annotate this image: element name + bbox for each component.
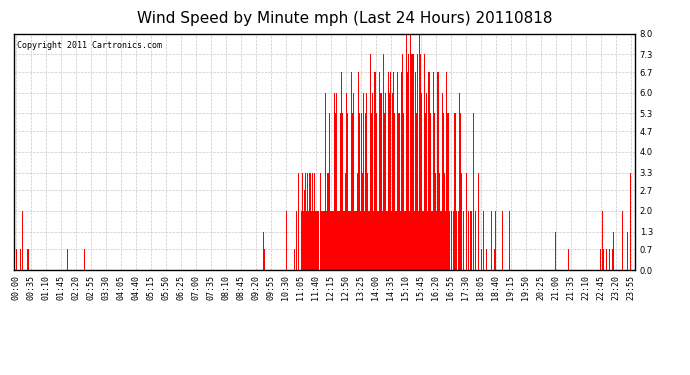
Text: Copyright 2011 Cartronics.com: Copyright 2011 Cartronics.com <box>17 41 162 50</box>
Text: Wind Speed by Minute mph (Last 24 Hours) 20110818: Wind Speed by Minute mph (Last 24 Hours)… <box>137 11 553 26</box>
